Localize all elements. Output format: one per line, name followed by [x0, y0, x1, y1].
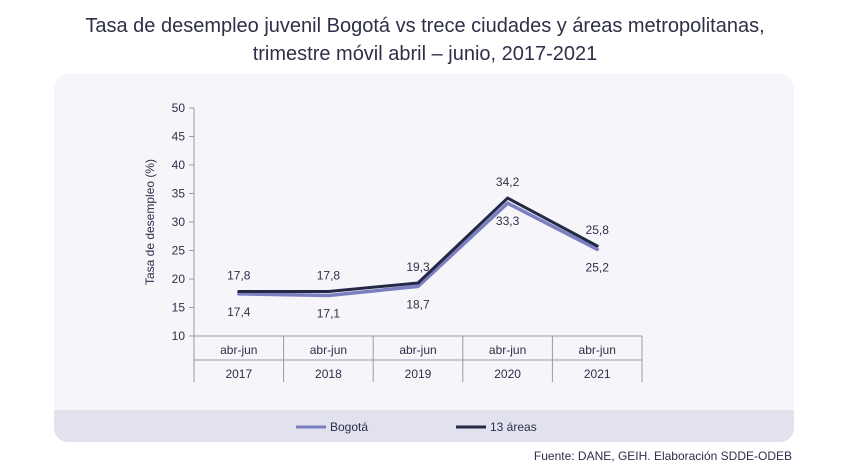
- data-label-trece: 34,2: [496, 175, 520, 189]
- data-label-trece: 25,8: [586, 223, 610, 237]
- y-axis-title: Tasa de desempleo (%): [143, 159, 157, 285]
- x-tick-label-period: abr-jun: [579, 343, 616, 357]
- x-tick-label-year: 2019: [405, 367, 432, 381]
- y-tick-label: 25: [172, 244, 186, 258]
- y-tick-label: 50: [172, 101, 186, 115]
- series-line-bogota: [237, 201, 599, 298]
- y-tick-label: 10: [172, 329, 186, 343]
- data-label-bogota: 17,4: [227, 305, 251, 319]
- x-tick-label-year: 2018: [315, 367, 342, 381]
- legend-label-trece: 13 áreas: [490, 420, 537, 434]
- data-label-bogota: 17,1: [317, 307, 341, 321]
- chart-title-line-1: Tasa de desempleo juvenil Bogotá vs trec…: [85, 15, 765, 37]
- y-tick-label: 20: [172, 272, 186, 286]
- data-label-trece: 19,3: [406, 260, 430, 274]
- y-tick-label: 45: [172, 130, 186, 144]
- source-note: Fuente: DANE, GEIH. Elaboración SDDE-ODE…: [533, 449, 792, 463]
- x-tick-label-period: abr-jun: [310, 343, 347, 357]
- x-tick-label-period: abr-jun: [399, 343, 436, 357]
- y-tick-label: 35: [172, 187, 186, 201]
- legend-band: [54, 410, 794, 442]
- x-tick-label-year: 2021: [584, 367, 611, 381]
- data-label-bogota: 18,7: [406, 297, 430, 311]
- series-line-trece: [237, 196, 599, 294]
- chart-panel: 10 15 20 25 30 35 40 45 50 Tasa de desempleo (%) a…: [54, 74, 794, 442]
- y-tick-label: 15: [172, 301, 186, 315]
- x-tick-label-year: 2017: [225, 367, 252, 381]
- data-label-bogota: 33,3: [496, 214, 520, 228]
- x-tick-label-year: 2020: [494, 367, 521, 381]
- y-tick-label: 30: [172, 215, 186, 229]
- data-label-bogota: 25,2: [586, 260, 610, 274]
- chart-title-line-2: trimestre móvil abril – junio, 2017-2021: [252, 43, 598, 65]
- y-tick-label: 40: [172, 158, 186, 172]
- x-tick-label-period: abr-jun: [220, 343, 257, 357]
- data-label-trece: 17,8: [317, 269, 341, 283]
- data-label-trece: 17,8: [227, 269, 251, 283]
- chart-title: Tasa de desempleo juvenil Bogotá vs trec…: [0, 12, 850, 68]
- x-tick-label-period: abr-jun: [489, 343, 526, 357]
- legend-label-bogota: Bogotá: [330, 420, 368, 434]
- line-chart: 10 15 20 25 30 35 40 45 50 Tasa de desempleo (%) a…: [143, 101, 643, 434]
